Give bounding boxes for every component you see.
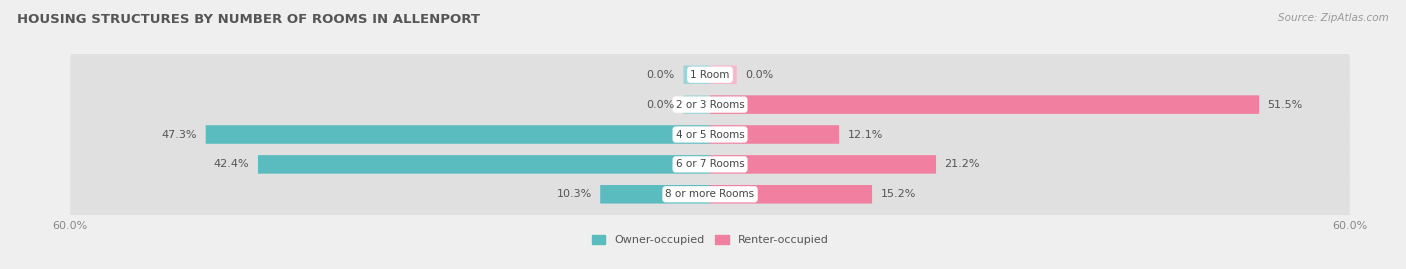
Text: Source: ZipAtlas.com: Source: ZipAtlas.com xyxy=(1278,13,1389,23)
FancyBboxPatch shape xyxy=(710,185,872,204)
FancyBboxPatch shape xyxy=(710,95,1260,114)
Text: 4 or 5 Rooms: 4 or 5 Rooms xyxy=(676,129,744,140)
Text: 42.4%: 42.4% xyxy=(214,160,249,169)
Text: 6 or 7 Rooms: 6 or 7 Rooms xyxy=(676,160,744,169)
Text: 2 or 3 Rooms: 2 or 3 Rooms xyxy=(676,100,744,109)
FancyBboxPatch shape xyxy=(70,79,1350,130)
FancyBboxPatch shape xyxy=(600,185,710,204)
Text: 12.1%: 12.1% xyxy=(848,129,883,140)
FancyBboxPatch shape xyxy=(710,65,737,84)
Text: 0.0%: 0.0% xyxy=(745,70,773,80)
FancyBboxPatch shape xyxy=(70,49,1350,100)
FancyBboxPatch shape xyxy=(205,125,710,144)
Text: 15.2%: 15.2% xyxy=(880,189,915,199)
FancyBboxPatch shape xyxy=(683,95,710,114)
FancyBboxPatch shape xyxy=(257,155,710,174)
FancyBboxPatch shape xyxy=(70,109,1350,160)
FancyBboxPatch shape xyxy=(710,155,936,174)
Legend: Owner-occupied, Renter-occupied: Owner-occupied, Renter-occupied xyxy=(592,235,828,245)
Text: 0.0%: 0.0% xyxy=(647,70,675,80)
Text: HOUSING STRUCTURES BY NUMBER OF ROOMS IN ALLENPORT: HOUSING STRUCTURES BY NUMBER OF ROOMS IN… xyxy=(17,13,479,26)
FancyBboxPatch shape xyxy=(70,169,1350,220)
Text: 21.2%: 21.2% xyxy=(945,160,980,169)
Text: 1 Room: 1 Room xyxy=(690,70,730,80)
FancyBboxPatch shape xyxy=(70,139,1350,190)
FancyBboxPatch shape xyxy=(710,125,839,144)
Text: 0.0%: 0.0% xyxy=(647,100,675,109)
Text: 10.3%: 10.3% xyxy=(557,189,592,199)
Text: 51.5%: 51.5% xyxy=(1268,100,1303,109)
Text: 8 or more Rooms: 8 or more Rooms xyxy=(665,189,755,199)
Text: 47.3%: 47.3% xyxy=(162,129,197,140)
FancyBboxPatch shape xyxy=(683,65,710,84)
